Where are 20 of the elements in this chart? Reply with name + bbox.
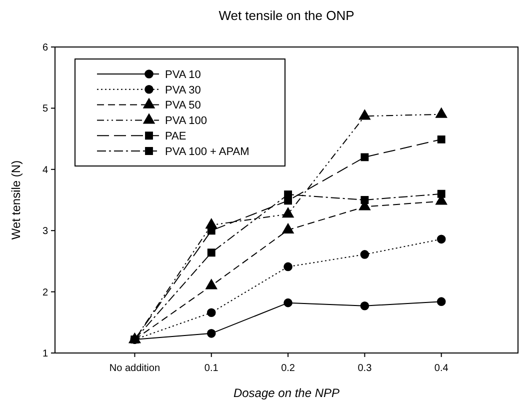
legend-label: PVA 10 xyxy=(165,68,201,81)
x-tick-label: No addition xyxy=(109,363,160,374)
y-axis-title: Wet tensile (N) xyxy=(9,160,23,240)
x-tick-label: 0.2 xyxy=(281,363,296,374)
legend-label: PAE xyxy=(165,130,186,142)
x-tick-label: 0.3 xyxy=(358,363,372,374)
y-tick-label: 5 xyxy=(42,104,48,115)
legend-label: PVA 50 xyxy=(165,100,201,112)
y-tick-label: 2 xyxy=(42,287,48,298)
x-tick-label: 0.4 xyxy=(434,363,449,374)
legend-label: PVA 100 xyxy=(165,115,207,128)
x-axis-title: Dosage on the NPP xyxy=(233,386,340,400)
x-tick-label: 0.1 xyxy=(204,363,219,374)
legend-label: PVA 100 + APAM xyxy=(165,146,250,158)
y-tick-label: 6 xyxy=(42,42,48,54)
y-tick-label: 1 xyxy=(42,348,48,360)
legend-label: PVA 30 xyxy=(165,84,201,96)
y-tick-label: 3 xyxy=(42,226,48,238)
y-tick-label: 4 xyxy=(42,164,48,176)
chart-title: Wet tensile on the ONP xyxy=(218,8,354,23)
